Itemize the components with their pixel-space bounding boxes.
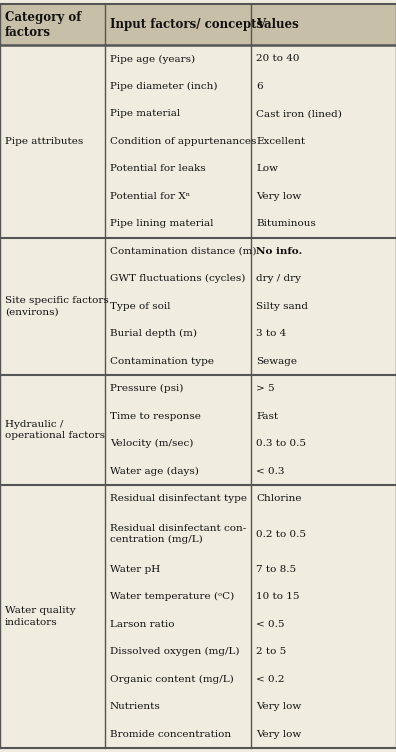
Text: Contamination distance (m): Contamination distance (m) <box>110 247 257 256</box>
Text: Pipe attributes: Pipe attributes <box>5 137 83 146</box>
Text: < 0.3: < 0.3 <box>257 467 285 476</box>
Text: 6: 6 <box>257 82 263 91</box>
Text: Excellent: Excellent <box>257 137 306 146</box>
Text: Very low: Very low <box>257 192 302 201</box>
Text: Potential for Xⁿ: Potential for Xⁿ <box>110 192 190 201</box>
Bar <box>0 720 396 748</box>
Text: Water age (days): Water age (days) <box>110 467 199 476</box>
Text: No info.: No info. <box>257 247 303 256</box>
Bar <box>0 238 396 265</box>
Bar <box>0 512 396 556</box>
Text: < 0.5: < 0.5 <box>257 620 285 629</box>
Bar <box>0 666 396 693</box>
Text: 20 to 40: 20 to 40 <box>257 54 300 63</box>
Text: Velocity (m/sec): Velocity (m/sec) <box>110 439 193 448</box>
Text: Values: Values <box>257 18 299 31</box>
Bar <box>0 210 396 238</box>
Text: Condition of appurtenances: Condition of appurtenances <box>110 137 256 146</box>
Text: Pipe age (years): Pipe age (years) <box>110 54 195 63</box>
Text: Very low: Very low <box>257 702 302 711</box>
Bar <box>0 100 396 128</box>
Text: Bromide concentration: Bromide concentration <box>110 729 231 738</box>
Text: Time to response: Time to response <box>110 412 201 420</box>
Text: Site specific factors
(environs): Site specific factors (environs) <box>5 296 109 317</box>
Text: Pressure (psi): Pressure (psi) <box>110 384 183 393</box>
Text: Pipe material: Pipe material <box>110 110 180 118</box>
Text: 0.2 to 0.5: 0.2 to 0.5 <box>257 529 307 538</box>
Bar <box>0 45 396 73</box>
Text: Category of
factors: Category of factors <box>5 11 81 38</box>
Text: Organic content (mg/L): Organic content (mg/L) <box>110 675 234 684</box>
Text: 2 to 5: 2 to 5 <box>257 647 287 656</box>
Text: Sewage: Sewage <box>257 356 297 365</box>
Text: Cast iron (lined): Cast iron (lined) <box>257 110 342 118</box>
Bar <box>0 556 396 583</box>
Text: Water quality
indicators: Water quality indicators <box>5 606 76 626</box>
Bar <box>0 611 396 638</box>
Text: < 0.2: < 0.2 <box>257 675 285 684</box>
Bar <box>0 155 396 183</box>
Bar <box>0 320 396 347</box>
Text: Nutrients: Nutrients <box>110 702 161 711</box>
Text: Chlorine: Chlorine <box>257 494 302 503</box>
Bar <box>0 4 396 45</box>
Text: Burial depth (m): Burial depth (m) <box>110 329 197 338</box>
Text: 3 to 4: 3 to 4 <box>257 329 287 338</box>
Bar <box>0 183 396 210</box>
Bar <box>0 583 396 611</box>
Text: 10 to 15: 10 to 15 <box>257 593 300 602</box>
Text: Type of soil: Type of soil <box>110 302 170 311</box>
Text: Very low: Very low <box>257 729 302 738</box>
Bar <box>0 73 396 100</box>
Text: Input factors/ concepts: Input factors/ concepts <box>110 18 263 31</box>
Bar <box>0 457 396 485</box>
Text: > 5: > 5 <box>257 384 275 393</box>
Text: dry / dry: dry / dry <box>257 274 301 284</box>
Text: 7 to 8.5: 7 to 8.5 <box>257 565 297 574</box>
Text: Fast: Fast <box>257 412 278 420</box>
Bar <box>0 402 396 430</box>
Text: Residual disinfectant type: Residual disinfectant type <box>110 494 247 503</box>
Text: Larson ratio: Larson ratio <box>110 620 175 629</box>
Text: Low: Low <box>257 165 278 174</box>
Text: Water pH: Water pH <box>110 565 160 574</box>
Text: GWT fluctuations (cycles): GWT fluctuations (cycles) <box>110 274 245 284</box>
Text: Pipe lining material: Pipe lining material <box>110 220 213 229</box>
Bar <box>0 375 396 402</box>
Text: Potential for leaks: Potential for leaks <box>110 165 206 174</box>
Bar <box>0 347 396 375</box>
Bar <box>0 638 396 666</box>
Text: Pipe diameter (inch): Pipe diameter (inch) <box>110 82 217 91</box>
Text: Bituminous: Bituminous <box>257 220 316 229</box>
Text: Silty sand: Silty sand <box>257 302 308 311</box>
Bar <box>0 485 396 512</box>
Text: 0.3 to 0.5: 0.3 to 0.5 <box>257 439 307 448</box>
Bar <box>0 693 396 720</box>
Text: Hydraulic /
operational factors: Hydraulic / operational factors <box>5 420 105 440</box>
Bar <box>0 293 396 320</box>
Text: Residual disinfectant con-
centration (mg/L): Residual disinfectant con- centration (m… <box>110 524 246 544</box>
Bar <box>0 430 396 457</box>
Text: Contamination type: Contamination type <box>110 356 214 365</box>
Bar <box>0 128 396 155</box>
Text: Water temperature (ᵒC): Water temperature (ᵒC) <box>110 593 234 602</box>
Text: Dissolved oxygen (mg/L): Dissolved oxygen (mg/L) <box>110 647 240 656</box>
Bar <box>0 265 396 293</box>
